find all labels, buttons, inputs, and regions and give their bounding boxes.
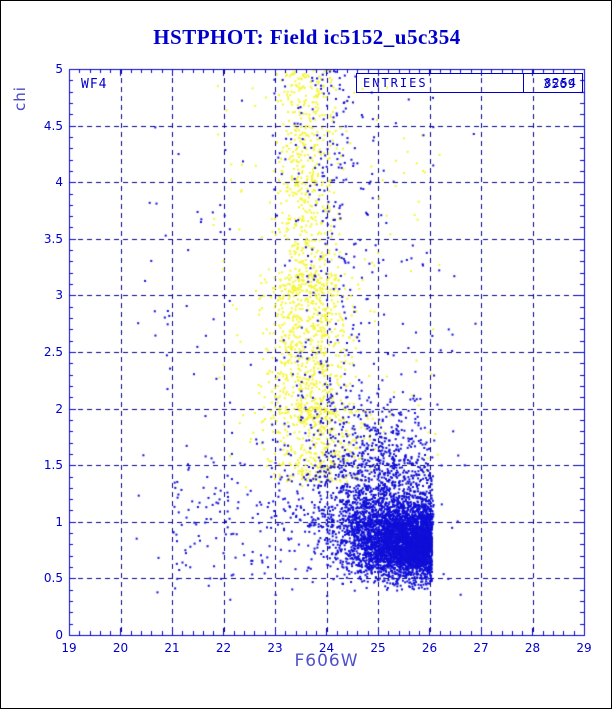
y-tick-label: 5 bbox=[55, 62, 63, 76]
y-tick-label: 3.5 bbox=[43, 231, 63, 246]
x-tick-label: 29 bbox=[576, 641, 592, 655]
page-title: HSTPHOT: Field ic5152_u5c354 bbox=[153, 25, 461, 49]
y-tick-label: 0 bbox=[55, 628, 63, 642]
entries-label: ENTRIES bbox=[363, 76, 428, 90]
entries-value-box: 8254 3569 bbox=[523, 74, 580, 92]
x-tick-label: 20 bbox=[112, 641, 129, 655]
x-axis-label: F606W bbox=[294, 651, 359, 671]
x-tick-label: 19 bbox=[61, 641, 77, 655]
y-tick-label: 1 bbox=[55, 514, 63, 529]
x-tick-label: 26 bbox=[421, 641, 438, 655]
y-tick-label: 4 bbox=[55, 175, 63, 190]
x-tick-label: 21 bbox=[164, 641, 180, 655]
y-axis-label: chi bbox=[11, 86, 29, 111]
entries-value-1: 8254 bbox=[544, 76, 577, 90]
y-tick-label: 0.5 bbox=[43, 571, 63, 586]
y-tick-label: 1.5 bbox=[43, 458, 63, 473]
y-tick-label: 2 bbox=[55, 401, 63, 416]
x-tick-label: 25 bbox=[370, 641, 386, 655]
y-tick-label: 3 bbox=[55, 288, 63, 303]
x-tick-label: 28 bbox=[524, 641, 541, 655]
y-tick-label: 4.5 bbox=[43, 118, 63, 133]
x-tick-label: 27 bbox=[473, 641, 489, 655]
x-tick-label: 23 bbox=[267, 641, 283, 655]
entries-legend-box: ENTRIES 8254 3569 bbox=[356, 73, 583, 93]
y-tick-label: 2.5 bbox=[43, 345, 63, 359]
x-tick-label: 22 bbox=[215, 641, 232, 655]
entries-value-2: 3569 bbox=[543, 77, 576, 91]
camera-chip-label: WF4 bbox=[81, 77, 108, 92]
x-tick-label: 24 bbox=[318, 641, 335, 655]
